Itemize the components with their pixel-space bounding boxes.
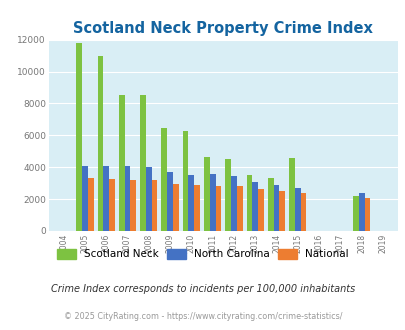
Bar bbox=[97, 55, 103, 231]
Bar bbox=[182, 131, 188, 231]
Text: © 2025 CityRating.com - https://www.cityrating.com/crime-statistics/: © 2025 CityRating.com - https://www.city… bbox=[64, 313, 341, 321]
Bar bbox=[194, 185, 200, 231]
Bar bbox=[225, 159, 230, 231]
Bar bbox=[209, 174, 215, 231]
Bar bbox=[124, 166, 130, 231]
Bar bbox=[364, 197, 369, 231]
Bar bbox=[119, 95, 124, 231]
Bar bbox=[76, 43, 82, 231]
Bar bbox=[145, 167, 151, 231]
Bar bbox=[204, 157, 209, 231]
Bar bbox=[140, 95, 145, 231]
Bar bbox=[288, 158, 294, 231]
Bar bbox=[294, 188, 300, 231]
Bar bbox=[358, 193, 364, 231]
Bar bbox=[173, 184, 178, 231]
Bar bbox=[352, 196, 358, 231]
Bar bbox=[279, 191, 284, 231]
Bar bbox=[215, 185, 221, 231]
Bar bbox=[258, 189, 263, 231]
Bar bbox=[151, 180, 157, 231]
Bar bbox=[252, 182, 258, 231]
Title: Scotland Neck Property Crime Index: Scotland Neck Property Crime Index bbox=[73, 21, 372, 36]
Bar bbox=[167, 172, 173, 231]
Legend: Scotland Neck, North Carolina, National: Scotland Neck, North Carolina, National bbox=[54, 246, 351, 263]
Bar bbox=[188, 175, 194, 231]
Bar bbox=[103, 166, 109, 231]
Bar bbox=[161, 128, 167, 231]
Bar bbox=[273, 185, 279, 231]
Bar bbox=[236, 186, 242, 231]
Bar bbox=[109, 179, 115, 231]
Text: Crime Index corresponds to incidents per 100,000 inhabitants: Crime Index corresponds to incidents per… bbox=[51, 284, 354, 294]
Bar bbox=[267, 178, 273, 231]
Bar bbox=[87, 178, 93, 231]
Bar bbox=[82, 166, 87, 231]
Bar bbox=[246, 175, 252, 231]
Bar bbox=[130, 180, 136, 231]
Bar bbox=[230, 176, 236, 231]
Bar bbox=[300, 193, 306, 231]
